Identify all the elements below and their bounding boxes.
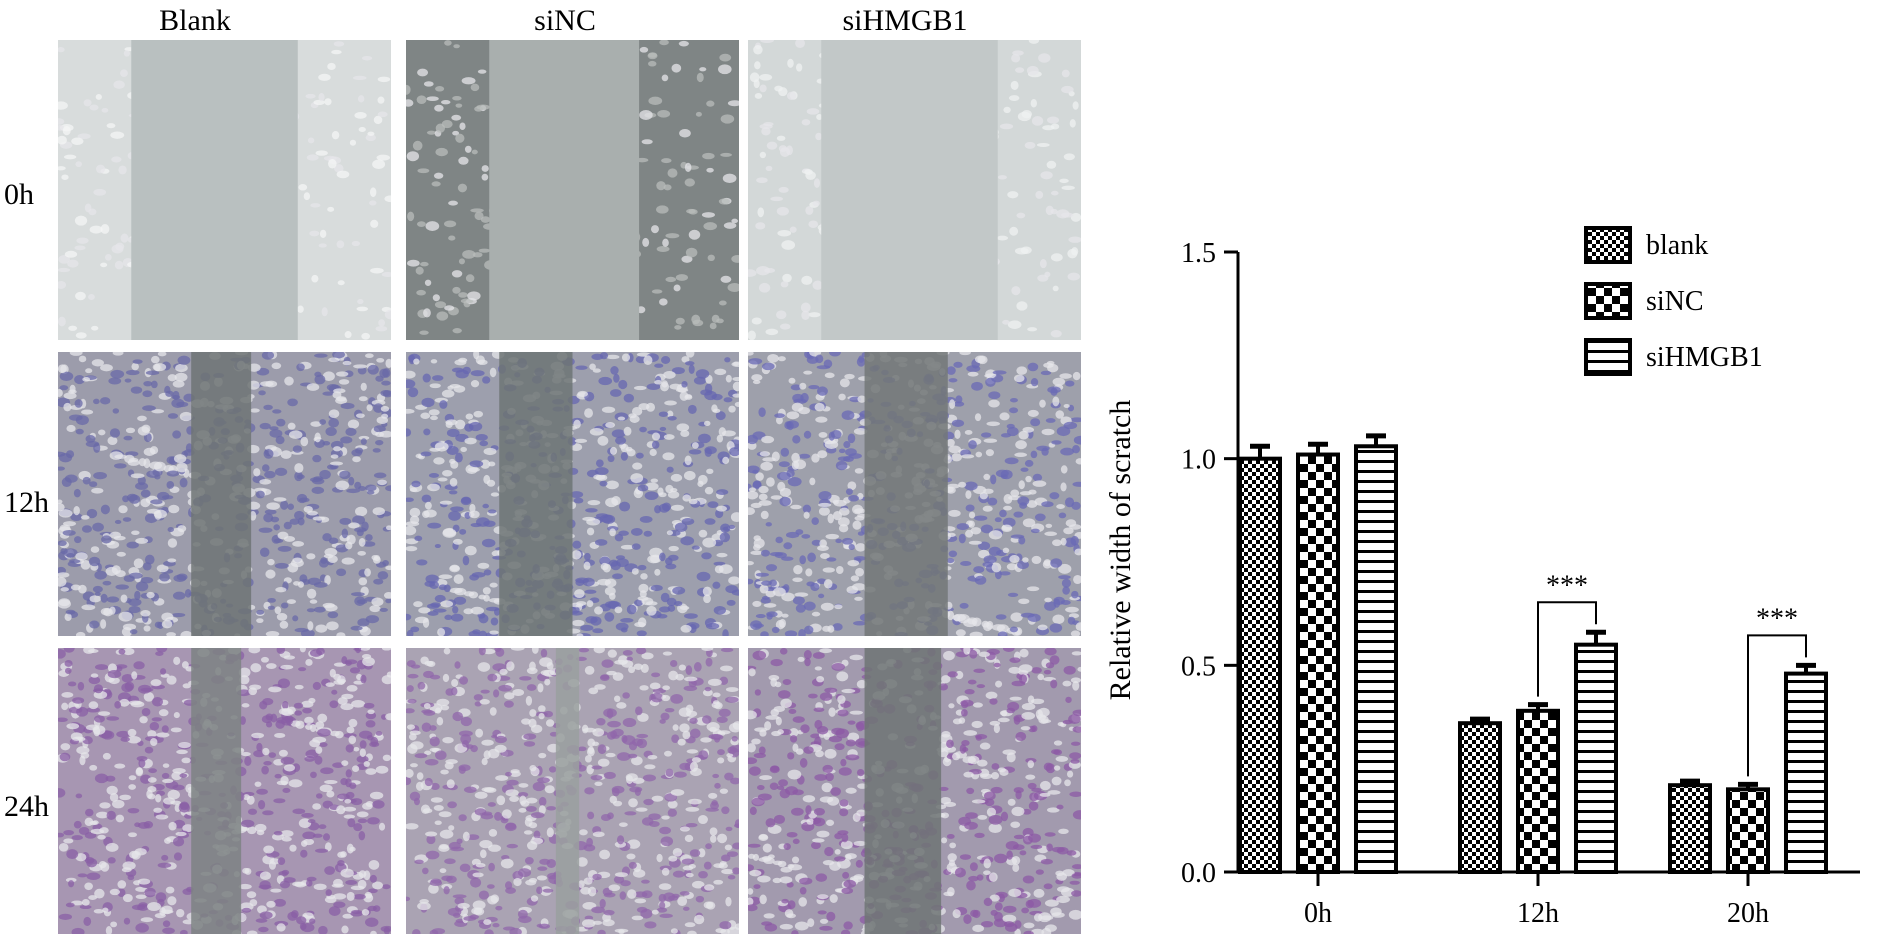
y-tick-label: 0.0 [1181,858,1216,889]
legend-swatch-sihmgb1 [1586,340,1630,374]
column-label-blank: Blank [30,4,360,38]
x-tick-label: 12h [1517,898,1559,924]
x-tick-label: 20h [1727,898,1769,924]
significance-label: *** [1546,570,1588,601]
micrograph-sinc-12h [406,352,739,636]
y-axis-label: Relative width of scratch [1104,400,1137,701]
micrograph-sihmgb1-0h [748,40,1081,340]
row-label-12h: 12h [4,486,49,520]
column-label-sihmgb1: siHMGB1 [740,4,1070,38]
legend-label-sinc: siNC [1646,286,1704,317]
column-label-sinc: siNC [400,4,730,38]
x-tick-label: 0h [1304,898,1332,924]
significance-label: *** [1756,603,1798,634]
micrograph-sihmgb1-12h [748,352,1081,636]
row-label-0h: 0h [4,178,34,212]
micrograph-blank-0h [58,40,391,340]
bar-blank-20h [1670,785,1710,872]
micrograph-sinc-24h [406,648,739,934]
bar-sinc-12h [1518,711,1558,872]
bar-sinc-20h [1728,789,1768,872]
bar-chart: Relative width of scratch 0.0 0.5 1.0 1.5 0h… [1100,200,1880,924]
bar-sihmgb1-12h [1576,645,1616,872]
bar-sihmgb1-0h [1356,446,1396,872]
bar-blank-12h [1460,723,1500,872]
y-tick-label: 1.5 [1181,238,1216,269]
legend-swatch-blank [1586,228,1630,262]
micrograph-sinc-0h [406,40,739,340]
legend-label-blank: blank [1646,230,1708,261]
y-tick-label: 0.5 [1181,651,1216,682]
micrograph-blank-12h [58,352,391,636]
micrograph-blank-24h [58,648,391,934]
bar-blank-0h [1240,459,1280,872]
y-tick-label: 1.0 [1181,445,1216,476]
bar-sinc-0h [1298,455,1338,872]
legend-swatch-sinc [1586,284,1630,318]
row-label-24h: 24h [4,790,49,824]
micrograph-sihmgb1-24h [748,648,1081,934]
legend-label-sihmgb1: siHMGB1 [1646,342,1763,373]
bar-sihmgb1-20h [1786,674,1826,872]
